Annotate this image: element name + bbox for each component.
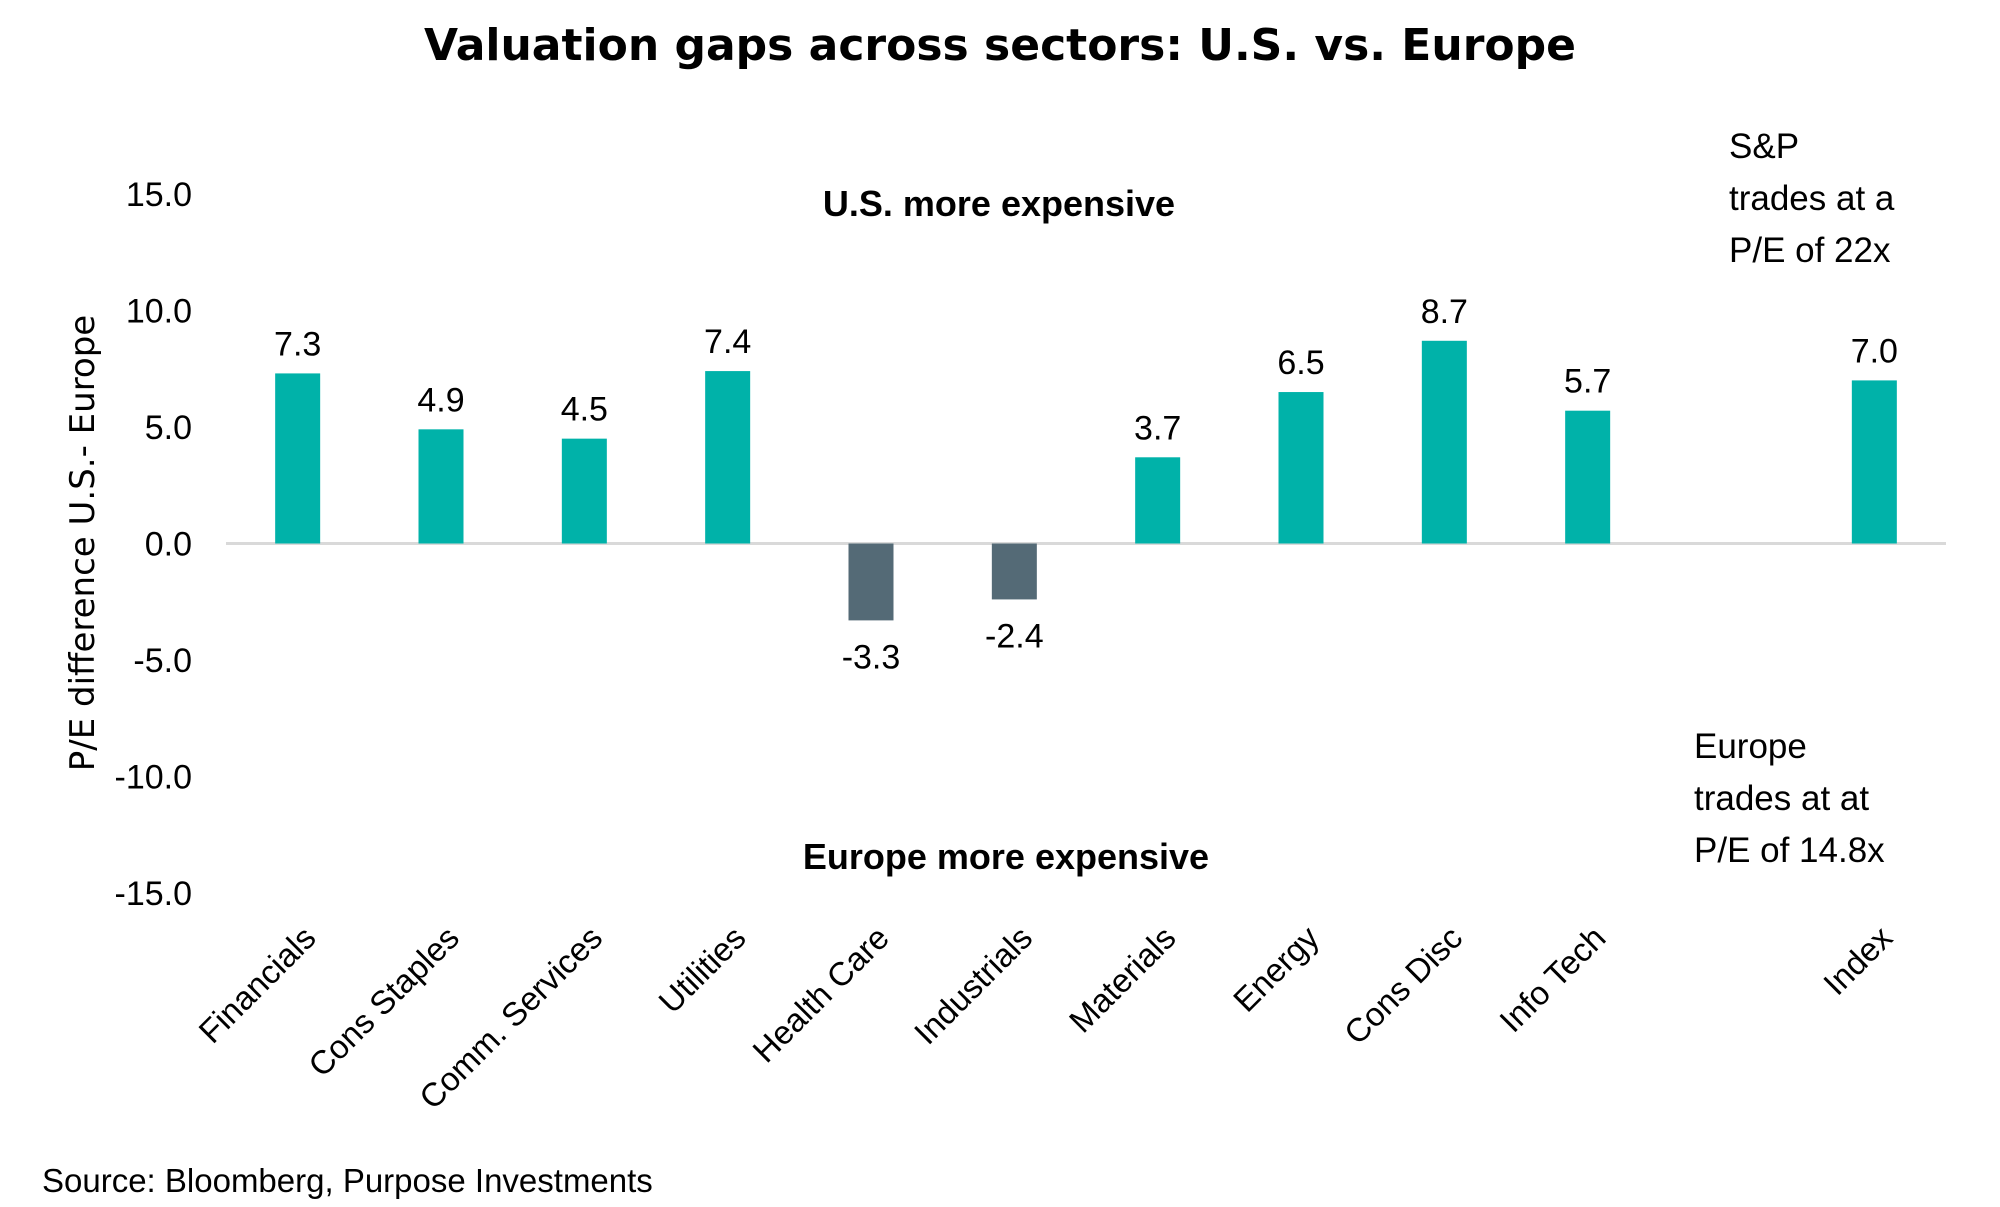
annotation-europe-more-expensive: Europe more expensive	[803, 836, 1209, 877]
y-axis-label: P/E difference U.S.- Europe	[63, 315, 103, 771]
data-label: 5.7	[1564, 363, 1611, 401]
x-tick-label: Utilities	[651, 919, 752, 1020]
bar	[561, 438, 607, 544]
y-tick-label: 10.0	[126, 293, 192, 331]
sp-note-line-3: P/E of 22x	[1729, 231, 1891, 270]
x-tick-label: Energy	[1226, 918, 1326, 1018]
x-tick-label: Cons Staples	[301, 919, 466, 1084]
data-label: 3.7	[1134, 409, 1181, 447]
europe-note-line-3: P/E of 14.8x	[1694, 831, 1885, 870]
annotation-us-more-expensive: U.S. more expensive	[823, 183, 1175, 224]
bar	[275, 373, 321, 544]
bar	[1135, 457, 1181, 544]
bar	[1278, 392, 1324, 544]
chart-title: Valuation gaps across sectors: U.S. vs. …	[424, 20, 1576, 71]
y-tick-label: -10.0	[115, 759, 193, 797]
data-label: 6.5	[1277, 344, 1324, 382]
europe-note-line-2: trades at at	[1694, 779, 1869, 818]
data-label: 7.0	[1851, 332, 1898, 370]
x-tick-label: Cons Disc	[1337, 919, 1469, 1051]
x-tick-label: Financials	[191, 919, 322, 1050]
x-tick-label: Materials	[1062, 919, 1183, 1040]
source-note: Source: Bloomberg, Purpose Investments	[42, 1162, 653, 1199]
x-tick-label: Industrials	[907, 919, 1040, 1052]
bar	[1851, 380, 1897, 544]
bar	[1421, 340, 1467, 544]
data-label: 4.5	[561, 391, 608, 429]
bar	[991, 543, 1037, 600]
sp-note-line-1: S&P	[1729, 127, 1799, 166]
x-tick-label: Index	[1816, 918, 1900, 1002]
y-tick-label: 5.0	[145, 409, 192, 447]
data-label: 7.3	[274, 325, 321, 363]
sp-note-line-2: trades at a	[1729, 179, 1895, 218]
europe-note-line-1: Europe	[1694, 727, 1807, 766]
y-tick-label: -5.0	[133, 642, 192, 680]
data-label: 4.9	[417, 381, 464, 419]
x-tick-label: Health Care	[745, 919, 896, 1070]
data-label: 8.7	[1421, 293, 1468, 331]
bar	[1565, 410, 1611, 544]
y-tick-label: 0.0	[145, 526, 192, 564]
data-label: -3.3	[842, 638, 901, 676]
bar	[705, 371, 751, 544]
data-label: -2.4	[985, 617, 1044, 655]
data-label: 7.4	[704, 323, 751, 361]
x-tick-label: Info Tech	[1492, 919, 1612, 1039]
bar	[848, 543, 894, 621]
y-tick-label: -15.0	[115, 875, 193, 913]
y-tick-label: 15.0	[126, 176, 192, 214]
bar	[418, 429, 464, 544]
